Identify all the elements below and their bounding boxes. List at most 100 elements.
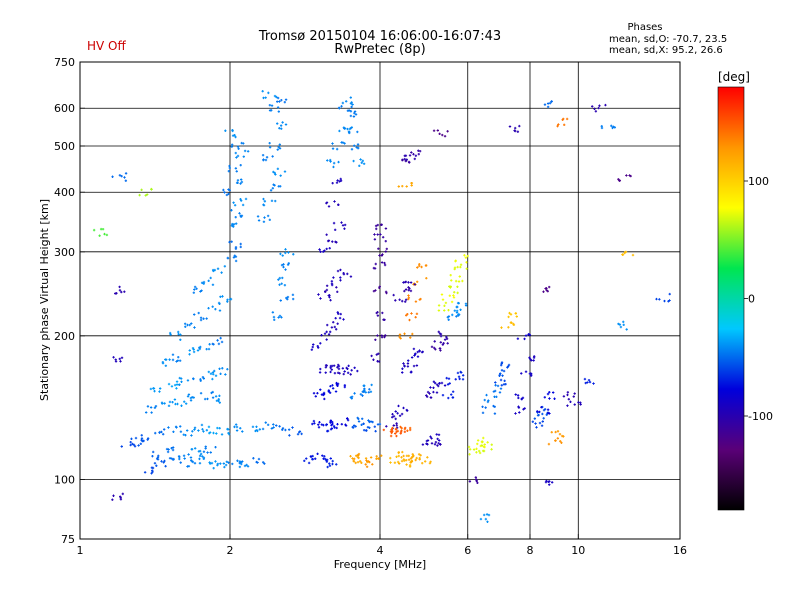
data-point-mark bbox=[161, 432, 165, 436]
data-point bbox=[543, 391, 556, 400]
data-point-mark bbox=[193, 428, 196, 431]
data-point-mark bbox=[231, 134, 235, 137]
data-point-mark bbox=[160, 430, 163, 434]
data-point-mark bbox=[439, 443, 442, 446]
data-point-mark bbox=[171, 353, 175, 356]
data-point bbox=[454, 254, 469, 264]
data-point-mark bbox=[281, 427, 285, 430]
data-point-mark bbox=[278, 143, 282, 146]
data-point-mark bbox=[401, 450, 404, 454]
data-point-mark bbox=[346, 418, 350, 422]
data-point-mark bbox=[367, 391, 370, 394]
data-point-mark bbox=[403, 332, 406, 335]
data-point-mark bbox=[261, 90, 264, 93]
data-point-mark bbox=[516, 337, 520, 340]
data-point-mark bbox=[515, 315, 518, 318]
data-point-mark bbox=[621, 253, 624, 256]
data-point-mark bbox=[500, 384, 503, 387]
data-point-mark bbox=[500, 362, 503, 365]
data-point-mark bbox=[402, 281, 405, 284]
data-point-mark bbox=[416, 355, 420, 358]
data-point-mark bbox=[283, 170, 287, 173]
data-point-mark bbox=[284, 251, 287, 255]
data-point-mark bbox=[213, 369, 216, 373]
data-point-mark bbox=[445, 335, 448, 339]
data-point-mark bbox=[317, 293, 320, 296]
data-point-mark bbox=[440, 381, 444, 385]
data-point-mark bbox=[154, 431, 157, 435]
data-point-mark bbox=[384, 334, 387, 337]
data-point-mark bbox=[375, 353, 378, 356]
data-point-mark bbox=[188, 323, 191, 327]
data-point-mark bbox=[238, 465, 242, 469]
data-point-mark bbox=[270, 199, 274, 203]
data-point-mark bbox=[273, 318, 276, 322]
data-point-mark bbox=[553, 397, 556, 400]
data-point-mark bbox=[516, 394, 520, 397]
data-point bbox=[261, 90, 278, 100]
data-point-mark bbox=[625, 328, 628, 331]
data-point bbox=[617, 174, 632, 182]
data-point-mark bbox=[278, 283, 281, 286]
data-point-mark bbox=[384, 239, 387, 243]
data-point-mark bbox=[507, 363, 511, 367]
data-point-mark bbox=[509, 313, 513, 316]
data-point-mark bbox=[548, 397, 551, 400]
data-point-mark bbox=[398, 414, 402, 418]
data-point-mark bbox=[175, 380, 179, 383]
data-point bbox=[111, 172, 128, 182]
data-point bbox=[516, 333, 532, 341]
data-point-mark bbox=[177, 455, 181, 458]
data-point-mark bbox=[257, 219, 261, 222]
data-point-mark bbox=[529, 358, 532, 361]
data-point-mark bbox=[631, 253, 635, 257]
data-point-mark bbox=[140, 188, 143, 192]
data-point-mark bbox=[353, 111, 356, 115]
data-point-mark bbox=[112, 356, 115, 359]
data-point-mark bbox=[336, 366, 339, 369]
data-point bbox=[500, 321, 516, 329]
data-point-mark bbox=[468, 480, 472, 483]
data-point-mark bbox=[188, 353, 191, 356]
data-point-mark bbox=[550, 481, 554, 484]
data-point-mark bbox=[268, 141, 271, 145]
data-point-mark bbox=[276, 148, 279, 151]
data-point-mark bbox=[212, 431, 215, 435]
data-point-mark bbox=[239, 178, 243, 181]
data-point-mark bbox=[226, 367, 229, 371]
data-point-mark bbox=[218, 401, 221, 404]
data-point-mark bbox=[421, 443, 425, 446]
data-point-mark bbox=[452, 294, 455, 297]
data-point-mark bbox=[428, 462, 432, 465]
data-point-mark bbox=[123, 176, 126, 179]
data-point-mark bbox=[514, 393, 517, 396]
data-point-mark bbox=[514, 312, 517, 315]
data-point-mark bbox=[190, 434, 193, 437]
data-point-mark bbox=[451, 390, 455, 393]
data-point-mark bbox=[493, 412, 497, 415]
data-point-mark bbox=[547, 442, 551, 446]
data-point bbox=[188, 346, 200, 356]
data-point-mark bbox=[513, 126, 517, 130]
data-point bbox=[276, 96, 288, 104]
data-point-mark bbox=[352, 115, 356, 118]
data-point-mark bbox=[413, 283, 417, 286]
data-point-mark bbox=[401, 371, 404, 374]
data-point-mark bbox=[368, 426, 371, 429]
data-point-mark bbox=[276, 106, 280, 109]
data-point-mark bbox=[331, 420, 334, 424]
colorbar-unit-label: [deg] bbox=[718, 70, 750, 84]
data-point-mark bbox=[583, 377, 587, 381]
data-point-mark bbox=[234, 259, 238, 263]
data-point bbox=[160, 400, 174, 408]
data-point-mark bbox=[334, 240, 337, 244]
data-point bbox=[368, 420, 382, 429]
data-point-mark bbox=[414, 316, 417, 319]
data-point-mark bbox=[211, 283, 215, 286]
data-point-mark bbox=[483, 398, 486, 402]
data-point-mark bbox=[613, 126, 617, 129]
data-point-mark bbox=[457, 375, 461, 378]
data-point-mark bbox=[235, 429, 239, 432]
data-point-mark bbox=[235, 170, 238, 173]
data-point bbox=[143, 466, 155, 475]
